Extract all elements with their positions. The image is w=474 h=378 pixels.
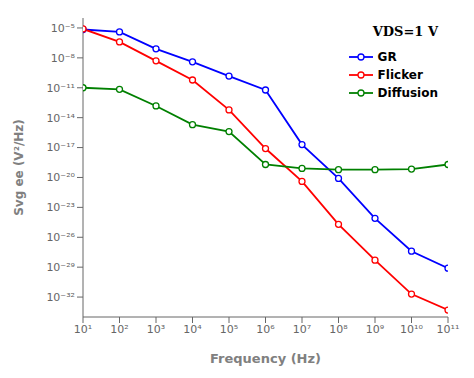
- svg-text:Svg ee (V²/Hz): Svg ee (V²/Hz): [12, 119, 26, 216]
- svg-text:10⁻²⁰: 10⁻²⁰: [46, 171, 75, 184]
- svg-text:10¹: 10¹: [74, 323, 92, 336]
- svg-text:10²: 10²: [110, 323, 128, 336]
- svg-text:10¹⁰: 10¹⁰: [400, 323, 423, 336]
- svg-text:10⁹: 10⁹: [366, 323, 384, 336]
- svg-text:Frequency (Hz): Frequency (Hz): [210, 351, 321, 366]
- html-text:VDS=1 V: VDS=1 V: [372, 24, 438, 39]
- svg-text:10⁻¹¹: 10⁻¹¹: [46, 82, 75, 95]
- svg-text:10¹¹: 10¹¹: [437, 323, 460, 336]
- svg-text:10⁻³²: 10⁻³²: [46, 291, 75, 304]
- svg-text:10⁻²⁶: 10⁻²⁶: [46, 231, 75, 244]
- svg-text:10⁻¹⁴: 10⁻¹⁴: [46, 112, 75, 125]
- svg-text:10⁶: 10⁶: [256, 323, 275, 336]
- svg-text:10⁸: 10⁸: [329, 323, 348, 336]
- svg-text:10⁷: 10⁷: [293, 323, 311, 336]
- svg-text:10⁵: 10⁵: [220, 323, 238, 336]
- svg-text:10⁴: 10⁴: [183, 323, 202, 336]
- html-text:Diffusion: Diffusion: [377, 86, 438, 100]
- svg-text:10⁻²³: 10⁻²³: [46, 201, 75, 214]
- svg-text:10⁻¹⁷: 10⁻¹⁷: [46, 141, 75, 154]
- html-text:Flicker: Flicker: [377, 68, 423, 82]
- svg-text:10⁻⁸: 10⁻⁸: [51, 52, 76, 65]
- svg-text:10³: 10³: [147, 323, 165, 336]
- html-text:GR: GR: [377, 50, 397, 64]
- svg-text:10⁻²⁹: 10⁻²⁹: [46, 261, 75, 274]
- svg-text:10⁻⁵: 10⁻⁵: [51, 22, 75, 35]
